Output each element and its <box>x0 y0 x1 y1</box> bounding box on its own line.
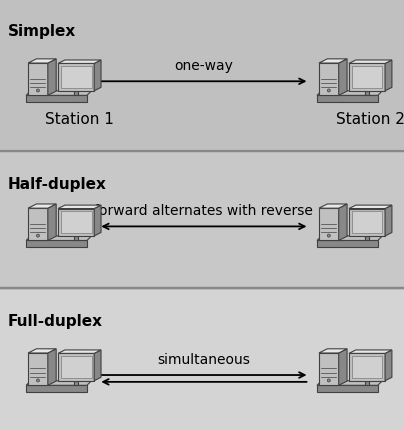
Polygon shape <box>58 350 101 353</box>
Polygon shape <box>317 385 378 392</box>
Polygon shape <box>349 353 385 381</box>
Polygon shape <box>28 349 56 353</box>
Polygon shape <box>26 381 92 385</box>
Polygon shape <box>365 381 369 385</box>
Bar <box>0 153 404 286</box>
Polygon shape <box>385 60 392 91</box>
Polygon shape <box>339 349 347 385</box>
Polygon shape <box>28 204 56 208</box>
Polygon shape <box>28 208 48 240</box>
Polygon shape <box>317 381 383 385</box>
Polygon shape <box>48 204 56 240</box>
Polygon shape <box>74 91 78 95</box>
Polygon shape <box>94 205 101 236</box>
Polygon shape <box>351 356 383 378</box>
Polygon shape <box>58 353 94 381</box>
Bar <box>0 290 404 430</box>
Polygon shape <box>26 236 92 240</box>
Polygon shape <box>349 63 385 91</box>
Polygon shape <box>317 240 378 247</box>
Text: Station 1: Station 1 <box>45 112 114 127</box>
Polygon shape <box>349 209 385 236</box>
Polygon shape <box>61 356 92 378</box>
Text: Station 2: Station 2 <box>336 112 404 127</box>
Polygon shape <box>317 95 378 102</box>
Text: one-way: one-way <box>175 59 234 73</box>
Polygon shape <box>26 240 87 247</box>
Circle shape <box>36 234 40 237</box>
Polygon shape <box>26 95 87 102</box>
Polygon shape <box>365 91 369 95</box>
Circle shape <box>36 379 40 382</box>
Polygon shape <box>26 91 92 95</box>
Polygon shape <box>58 63 94 91</box>
Polygon shape <box>319 208 339 240</box>
Polygon shape <box>61 211 92 233</box>
Text: Full-duplex: Full-duplex <box>8 314 103 329</box>
Polygon shape <box>28 63 48 95</box>
Polygon shape <box>365 236 369 240</box>
Polygon shape <box>319 349 347 353</box>
Polygon shape <box>28 353 48 385</box>
Text: Simplex: Simplex <box>8 24 76 39</box>
Polygon shape <box>385 350 392 381</box>
Circle shape <box>36 89 40 92</box>
Polygon shape <box>319 63 339 95</box>
Polygon shape <box>94 350 101 381</box>
Circle shape <box>327 234 330 237</box>
Polygon shape <box>58 60 101 63</box>
Polygon shape <box>26 385 87 392</box>
Polygon shape <box>61 66 92 88</box>
Polygon shape <box>317 236 383 240</box>
Polygon shape <box>351 66 383 88</box>
Polygon shape <box>351 211 383 233</box>
Polygon shape <box>317 91 383 95</box>
Polygon shape <box>74 236 78 240</box>
Polygon shape <box>58 209 94 236</box>
Polygon shape <box>349 60 392 63</box>
Polygon shape <box>319 59 347 63</box>
Polygon shape <box>94 60 101 91</box>
Polygon shape <box>319 204 347 208</box>
Text: simultaneous: simultaneous <box>158 353 250 367</box>
Polygon shape <box>48 59 56 95</box>
Polygon shape <box>339 204 347 240</box>
Polygon shape <box>319 353 339 385</box>
Polygon shape <box>385 205 392 236</box>
Polygon shape <box>339 59 347 95</box>
Polygon shape <box>349 205 392 209</box>
Bar <box>0 0 404 148</box>
Polygon shape <box>48 349 56 385</box>
Text: forward alternates with reverse: forward alternates with reverse <box>95 204 314 218</box>
Text: Half-duplex: Half-duplex <box>8 177 107 192</box>
Polygon shape <box>58 205 101 209</box>
Polygon shape <box>74 381 78 385</box>
Polygon shape <box>349 350 392 353</box>
Polygon shape <box>28 59 56 63</box>
Circle shape <box>327 379 330 382</box>
Circle shape <box>327 89 330 92</box>
